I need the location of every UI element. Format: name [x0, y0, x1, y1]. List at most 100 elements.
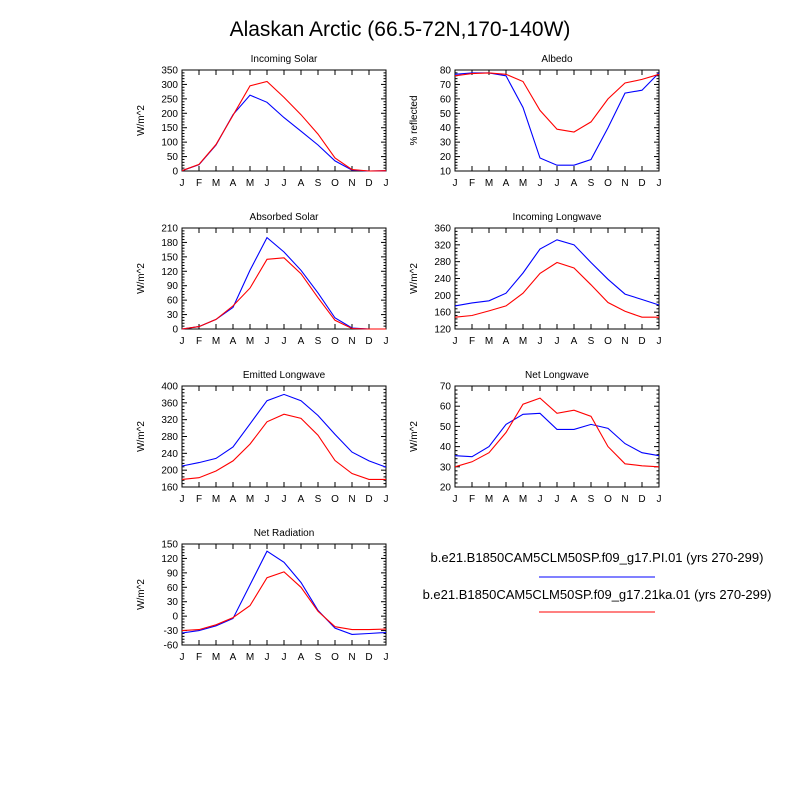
- x-tick-label: M: [519, 336, 527, 347]
- y-tick-label: 120: [161, 554, 178, 565]
- y-tick-label: 160: [161, 483, 178, 494]
- x-tick-label: A: [230, 494, 237, 505]
- x-tick-label: O: [604, 494, 612, 505]
- x-tick-label: J: [265, 494, 270, 505]
- panel-title: Emitted Longwave: [243, 370, 326, 381]
- x-tick-label: O: [331, 494, 339, 505]
- y-tick-label: 40: [440, 123, 452, 134]
- y-tick-label: 150: [161, 540, 178, 551]
- panel-title: Incoming Longwave: [513, 212, 602, 223]
- x-tick-label: D: [638, 336, 645, 347]
- x-tick-label: D: [638, 494, 645, 505]
- x-tick-label: F: [196, 336, 202, 347]
- x-tick-label: A: [230, 336, 237, 347]
- y-tick-label: 300: [161, 80, 178, 91]
- x-tick-label: F: [196, 652, 202, 663]
- y-tick-label: 200: [161, 466, 178, 477]
- y-tick-label: 40: [440, 442, 452, 453]
- plot-frame: [181, 69, 387, 172]
- panel-title: Absorbed Solar: [250, 212, 320, 223]
- y-tick-label: 90: [167, 281, 179, 292]
- y-tick-label: 50: [440, 109, 452, 120]
- y-tick-label: 30: [167, 597, 179, 608]
- plot-frame: [454, 69, 660, 172]
- x-tick-label: J: [180, 178, 185, 189]
- x-tick-label: J: [180, 494, 185, 505]
- x-tick-label: J: [657, 494, 662, 505]
- x-tick-label: O: [331, 178, 339, 189]
- y-tick-label: 160: [434, 308, 451, 319]
- y-tick-label: 240: [434, 274, 451, 285]
- x-tick-label: O: [604, 178, 612, 189]
- x-tick-label: J: [555, 178, 560, 189]
- plot-frame: [181, 227, 387, 330]
- series-line-21ka-01: [181, 571, 387, 632]
- series-line-pi-01: [181, 236, 386, 330]
- x-tick-label: J: [538, 494, 543, 505]
- y-tick-label: 70: [440, 80, 452, 91]
- y-tick-label: 70: [440, 382, 452, 393]
- y-tick-label: 350: [161, 66, 178, 77]
- series-line-21ka-01: [181, 413, 386, 480]
- y-tick-label: 200: [434, 291, 451, 302]
- x-tick-label: N: [621, 494, 628, 505]
- y-tick-label: 320: [161, 415, 178, 426]
- y-tick-label: 20: [440, 152, 452, 163]
- x-tick-label: J: [265, 652, 270, 663]
- x-tick-label: J: [384, 336, 389, 347]
- y-tick-label: 10: [440, 167, 452, 178]
- y-tick-label: -60: [164, 641, 179, 652]
- y-tick-label: 80: [440, 66, 452, 77]
- x-tick-label: J: [282, 652, 287, 663]
- y-tick-label: 30: [167, 310, 179, 321]
- x-tick-label: A: [571, 178, 578, 189]
- y-tick-label: 180: [161, 238, 178, 249]
- x-tick-label: S: [588, 494, 595, 505]
- x-tick-label: A: [503, 178, 510, 189]
- y-axis-label: % reflected: [409, 95, 420, 145]
- x-tick-label: S: [315, 494, 322, 505]
- y-tick-label: 150: [161, 123, 178, 134]
- legend-label-pi: b.e21.B1850CAM5CLM50SP.f09_g17.PI.01 (yr…: [431, 550, 764, 565]
- series-line-pi-01: [181, 550, 387, 635]
- y-tick-label: 50: [440, 422, 452, 433]
- y-tick-label: -30: [164, 626, 179, 637]
- x-tick-label: J: [384, 494, 389, 505]
- x-tick-label: A: [298, 494, 305, 505]
- x-tick-label: S: [315, 178, 322, 189]
- y-tick-label: 20: [440, 483, 452, 494]
- x-tick-label: J: [265, 178, 270, 189]
- y-axis-label: W/m^2: [136, 579, 147, 610]
- y-axis-label: W/m^2: [409, 421, 420, 452]
- x-tick-label: F: [469, 494, 475, 505]
- y-tick-label: 0: [172, 612, 178, 623]
- x-tick-label: F: [469, 178, 475, 189]
- x-tick-label: J: [657, 178, 662, 189]
- x-tick-label: J: [555, 494, 560, 505]
- y-tick-label: 120: [161, 267, 178, 278]
- x-tick-label: M: [246, 178, 254, 189]
- y-tick-label: 200: [161, 109, 178, 120]
- x-tick-label: S: [588, 336, 595, 347]
- y-tick-label: 250: [161, 94, 178, 105]
- x-tick-label: M: [485, 494, 493, 505]
- x-tick-label: M: [246, 652, 254, 663]
- panel-title: Net Radiation: [254, 528, 315, 539]
- x-tick-label: J: [282, 178, 287, 189]
- x-tick-label: N: [621, 336, 628, 347]
- series-line-21ka-01: [454, 261, 659, 318]
- legend: b.e21.B1850CAM5CLM50SP.f09_g17.PI.01 (yr…: [423, 550, 771, 613]
- panel-emitted-longwave: Emitted Longwave W/m^2 160 200 240 280 320 360 4…: [136, 370, 389, 505]
- y-tick-label: 60: [440, 94, 452, 105]
- x-tick-label: J: [538, 178, 543, 189]
- series-line-21ka-01: [181, 80, 387, 172]
- x-tick-label: F: [196, 178, 202, 189]
- y-tick-label: 150: [161, 252, 178, 263]
- panel-title: Incoming Solar: [251, 54, 318, 65]
- x-tick-label: J: [282, 336, 287, 347]
- figure-title: Alaskan Arctic (66.5-72N,170-140W): [230, 18, 571, 41]
- series-line-pi-01: [454, 239, 660, 307]
- x-tick-label: J: [384, 652, 389, 663]
- x-tick-label: M: [246, 336, 254, 347]
